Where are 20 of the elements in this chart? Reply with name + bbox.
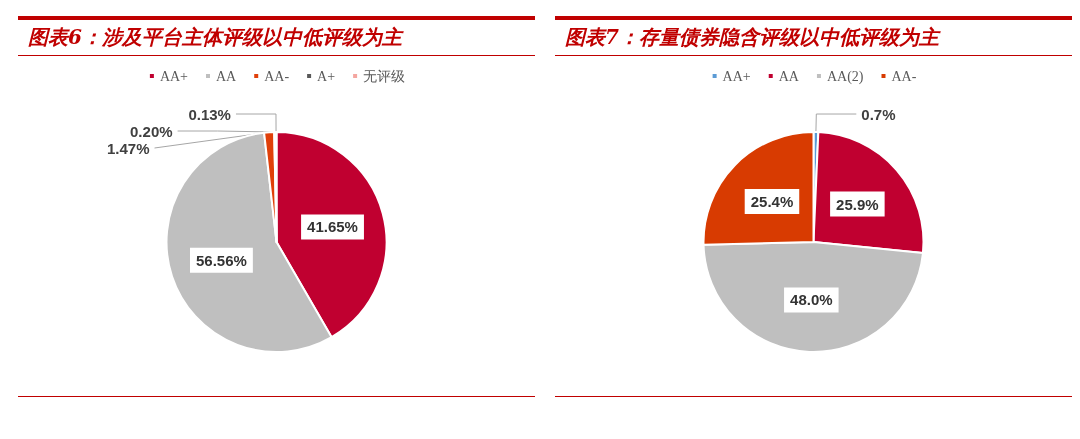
data-label: 25.9% [836,195,879,213]
data-label: 0.13% [188,105,231,123]
data-label: 0.7% [861,105,896,123]
legend-label: AA+ [722,68,751,84]
chart-title: 图表7：存量债券隐含评级以中低评级为主 [555,20,1072,56]
data-label: 1.47% [106,139,150,157]
legend-label: A+ [317,68,336,84]
legend-label: AA- [264,68,290,84]
legend-label: 无评级 [363,68,406,84]
data-label: 0.20% [130,122,173,140]
legend-label: AA [778,68,800,84]
data-label: 25.4% [750,193,794,211]
data-label: 41.65% [307,218,358,236]
legend-label: AA [216,68,238,84]
data-label: 56.56% [195,251,247,269]
legend-label: AA- [891,68,917,84]
chart-title: 图表6：涉及平台主体评级以中低评级为主 [18,20,535,56]
legend-label: AA+ [159,68,189,84]
legend-label: AA(2) [826,68,864,85]
data-label: 48.0% [790,291,833,309]
